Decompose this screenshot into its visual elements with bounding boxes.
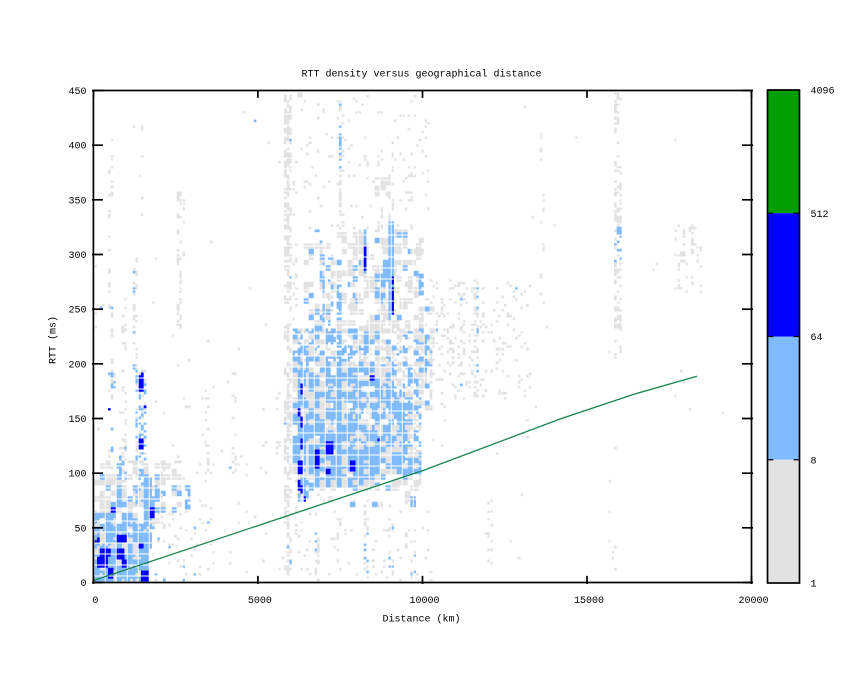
svg-text:15000: 15000 <box>574 596 604 607</box>
svg-text:1: 1 <box>811 580 817 591</box>
svg-text:450: 450 <box>68 87 86 98</box>
svg-text:400: 400 <box>68 142 86 153</box>
svg-text:300: 300 <box>68 251 86 262</box>
svg-text:50: 50 <box>74 524 86 535</box>
svg-text:10000: 10000 <box>409 596 439 607</box>
svg-text:0: 0 <box>92 596 98 607</box>
svg-text:RTT (ms): RTT (ms) <box>48 316 60 364</box>
svg-text:5000: 5000 <box>248 596 272 607</box>
svg-text:64: 64 <box>811 333 823 344</box>
svg-text:250: 250 <box>68 306 86 317</box>
svg-text:Distance (km): Distance (km) <box>382 614 460 626</box>
svg-text:RTT density versus geographica: RTT density versus geographical distance <box>301 69 541 81</box>
svg-text:150: 150 <box>68 415 86 426</box>
svg-text:4096: 4096 <box>811 87 835 98</box>
svg-text:0: 0 <box>80 579 86 590</box>
svg-text:350: 350 <box>68 196 86 207</box>
svg-text:20000: 20000 <box>738 596 768 607</box>
svg-text:100: 100 <box>68 470 86 481</box>
svg-text:200: 200 <box>68 360 86 371</box>
svg-text:8: 8 <box>811 456 817 467</box>
svg-text:512: 512 <box>811 210 829 221</box>
